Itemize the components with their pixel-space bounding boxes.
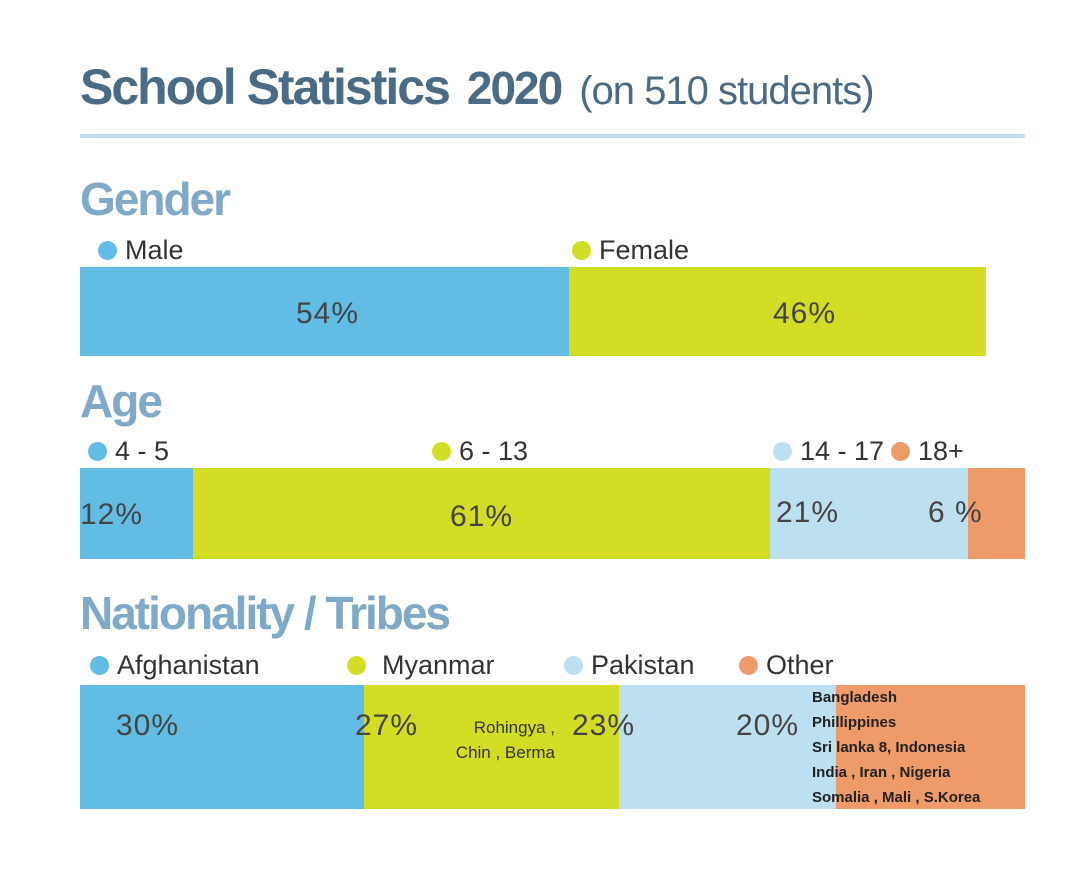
data-label-age-4-5: 12% [80,498,144,531]
data-label-male: 54% [296,297,360,330]
legend-dot-icon [564,656,583,675]
bar-segment-pakistan [618,685,836,809]
bar-segment-age-14-17 [769,468,969,559]
annotation-line: India , Iran , Nigeria [812,764,951,781]
legend-item-age-6-13: 6 - 13 [432,436,528,467]
title-year: 2020 [466,62,563,114]
title-subtitle: (on 510 students) [579,69,874,113]
legend-dot-icon [891,442,910,461]
nationality-bar: 30% 27% 23% 20% Rohingya , Chin , Berma … [80,685,1025,809]
legend-label: Myanmar [382,650,495,680]
annotation-line: Phillippines [812,714,897,731]
bar-segment-myanmar [363,685,619,809]
title-main: School Statistics [80,59,451,115]
bar-segment-age-4-5 [80,468,194,559]
age-bar: 12% 61% 21% 6 % [80,468,1025,559]
bar-segment-age-6-13 [193,468,770,559]
data-label-afghanistan: 30% [116,709,180,742]
data-label-other: 20% [736,709,800,742]
page-title: School Statistics 2020 (on 510 students) [80,58,875,116]
legend-label: 4 - 5 [115,436,170,466]
legend-dot-icon [432,442,451,461]
bar-segment-male [80,267,570,356]
legend-dot-icon [773,442,792,461]
legend-item-myanmar: Myanmar [347,650,495,681]
legend-dot-icon [88,442,107,461]
legend-label: 14 - 17 [800,436,885,466]
legend-label: 6 - 13 [459,436,529,466]
section-title-gender: Gender [80,173,231,225]
data-label-pakistan: 23% [572,709,636,742]
legend-dot-icon [98,241,117,260]
annotation-line: Sri lanka 8, Indonesia [812,739,966,756]
legend-label: Male [125,235,184,265]
legend-item-female: Female [572,235,689,266]
legend-item-age-18-plus: 18+ [891,436,964,467]
legend-item-age-4-5: 4 - 5 [88,436,169,467]
bar-segment-afghanistan [80,685,364,809]
bar-segment-age-18-plus [968,468,1025,559]
legend-dot-icon [90,656,109,675]
legend-label: 18+ [918,436,964,466]
legend-item-male: Male [98,235,184,266]
annotation-line: Chin , Berma [455,743,555,762]
section-title-nationality: Nationality / Tribes [80,587,451,639]
legend-label: Other [766,650,834,680]
data-label-age-18-plus: 6 % [928,496,983,529]
annotation-myanmar: Rohingya , Chin , Berma [443,715,555,765]
legend-dot-icon [572,241,591,260]
annotation-other: Bangladesh Phillippines Sri lanka 8, Ind… [812,685,980,810]
data-label-myanmar: 27% [355,709,419,742]
legend-item-age-14-17: 14 - 17 [773,436,884,467]
legend-label: Afghanistan [117,650,260,680]
legend-label: Female [599,235,690,265]
legend-item-other: Other [739,650,834,681]
legend-item-pakistan: Pakistan [564,650,695,681]
section-title-age: Age [80,375,163,427]
annotation-line: Bangladesh [812,689,898,706]
annotation-line: Rohingya , [473,718,555,737]
bar-segment-other [836,685,1025,809]
data-label-age-14-17: 21% [776,496,840,529]
title-divider [80,134,1025,138]
legend-label: Pakistan [591,650,695,680]
annotation-line: Somalia , Mali , S.Korea [812,789,981,806]
data-label-age-6-13: 61% [450,500,514,533]
data-label-female: 46% [773,297,837,330]
bar-segment-female [569,267,986,356]
legend-dot-icon [347,656,366,675]
legend-dot-icon [739,656,758,675]
gender-bar: 54% 46% [80,267,986,356]
legend-item-afghanistan: Afghanistan [90,650,260,681]
